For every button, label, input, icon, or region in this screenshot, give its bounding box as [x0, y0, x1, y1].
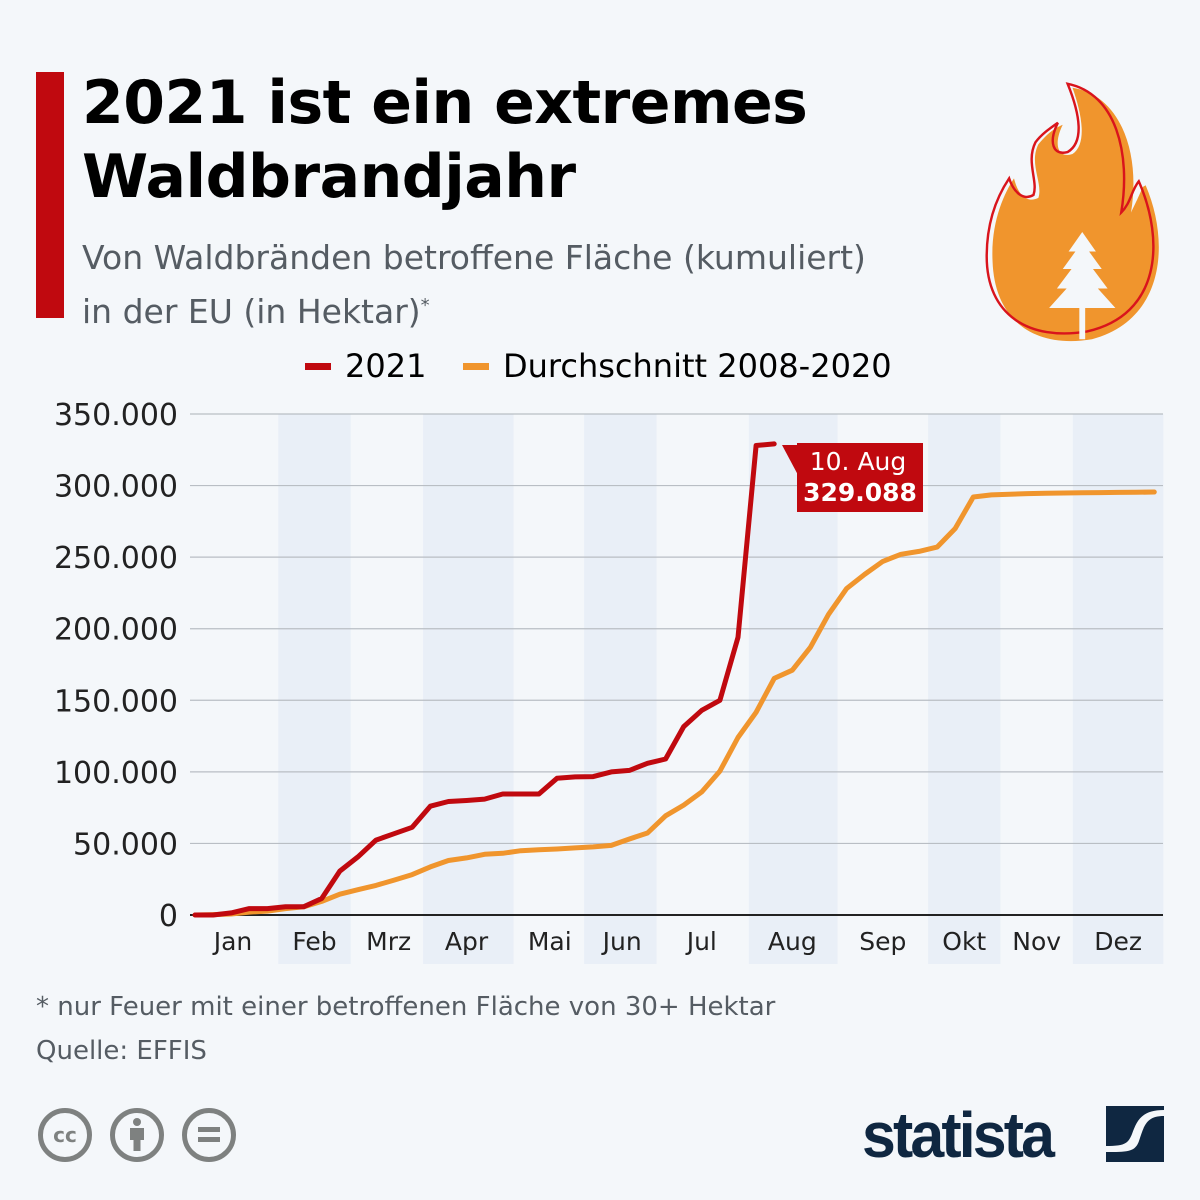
month-band	[1072, 414, 1164, 964]
x-tick-label: Sep	[859, 927, 906, 956]
chart-title: 2021 ist ein extremes Waldbrandjahr	[82, 66, 808, 214]
y-tick-label: 350.000	[54, 398, 178, 433]
x-tick-label: Jul	[685, 927, 717, 956]
callout-pointer	[782, 445, 798, 475]
x-tick-label: Aug	[768, 927, 817, 956]
callout-box	[797, 443, 923, 512]
cc-icon[interactable]: cc	[38, 1108, 92, 1162]
subtitle-line-1: Von Waldbränden betroffene Fläche (kumul…	[82, 238, 866, 277]
x-tick-label: Dez	[1094, 927, 1142, 956]
flame-tree-icon	[985, 82, 1159, 342]
footnote: * nur Feuer mit einer betroffenen Fläche…	[36, 992, 776, 1022]
month-band	[423, 414, 514, 964]
footnote-mark: *	[420, 295, 430, 316]
statista-logo[interactable]: statista	[862, 1099, 1055, 1171]
month-band	[928, 414, 1001, 964]
x-tick-label: Apr	[445, 927, 489, 956]
month-band	[584, 414, 657, 964]
x-tick-label: Jun	[601, 927, 642, 956]
y-tick-label: 300.000	[54, 470, 178, 505]
legend-label-2021: 2021	[345, 347, 427, 385]
legend-label-average: Durchschnitt 2008-2020	[503, 347, 892, 385]
x-tick-label: Mai	[528, 927, 572, 956]
attribution-icon[interactable]	[110, 1108, 164, 1162]
y-tick-label: 0	[159, 899, 178, 934]
chart-legend: 2021 Durchschnitt 2008-2020	[0, 344, 1200, 388]
legend-swatch-average	[463, 362, 489, 370]
y-tick-label: 100.000	[54, 756, 178, 791]
annotation-callout: 10. Aug 329.088	[782, 443, 923, 512]
callout-value: 329.088	[803, 478, 917, 507]
x-tick-label: Feb	[292, 927, 336, 956]
callout-date: 10. Aug	[810, 447, 907, 476]
title-line-1: 2021 ist ein extremes	[82, 68, 808, 138]
chart-subtitle: Von Waldbränden betroffene Fläche (kumul…	[82, 234, 866, 336]
legend-item-2021: 2021	[305, 344, 426, 388]
y-tick-label: 250.000	[54, 541, 178, 576]
accent-bar	[36, 72, 64, 318]
series-line-2021	[192, 441, 777, 918]
cc-icon-label: cc	[53, 1123, 77, 1147]
no-derivatives-icon[interactable]	[182, 1108, 236, 1162]
x-tick-label: Jan	[212, 927, 253, 956]
statista-logo-mark	[1106, 1106, 1164, 1162]
x-tick-label: Mrz	[366, 927, 411, 956]
x-tick-label: Nov	[1012, 927, 1061, 956]
x-tick-label: Okt	[942, 927, 986, 956]
y-tick-label: 50.000	[73, 827, 178, 862]
series-line-average	[192, 489, 1157, 918]
legend-swatch-2021	[305, 362, 331, 370]
title-line-2: Waldbrandjahr	[82, 142, 576, 212]
y-tick-label: 200.000	[54, 613, 178, 648]
subtitle-line-2: in der EU (in Hektar)	[82, 292, 421, 331]
legend-item-average: Durchschnitt 2008-2020	[463, 344, 892, 388]
line-chart: 0 50.000 100.000 150.000 200.000 250.000 300.0…	[54, 398, 1164, 964]
month-band	[278, 414, 351, 964]
source: Quelle: EFFIS	[36, 1036, 207, 1066]
y-tick-label: 150.000	[54, 684, 178, 719]
